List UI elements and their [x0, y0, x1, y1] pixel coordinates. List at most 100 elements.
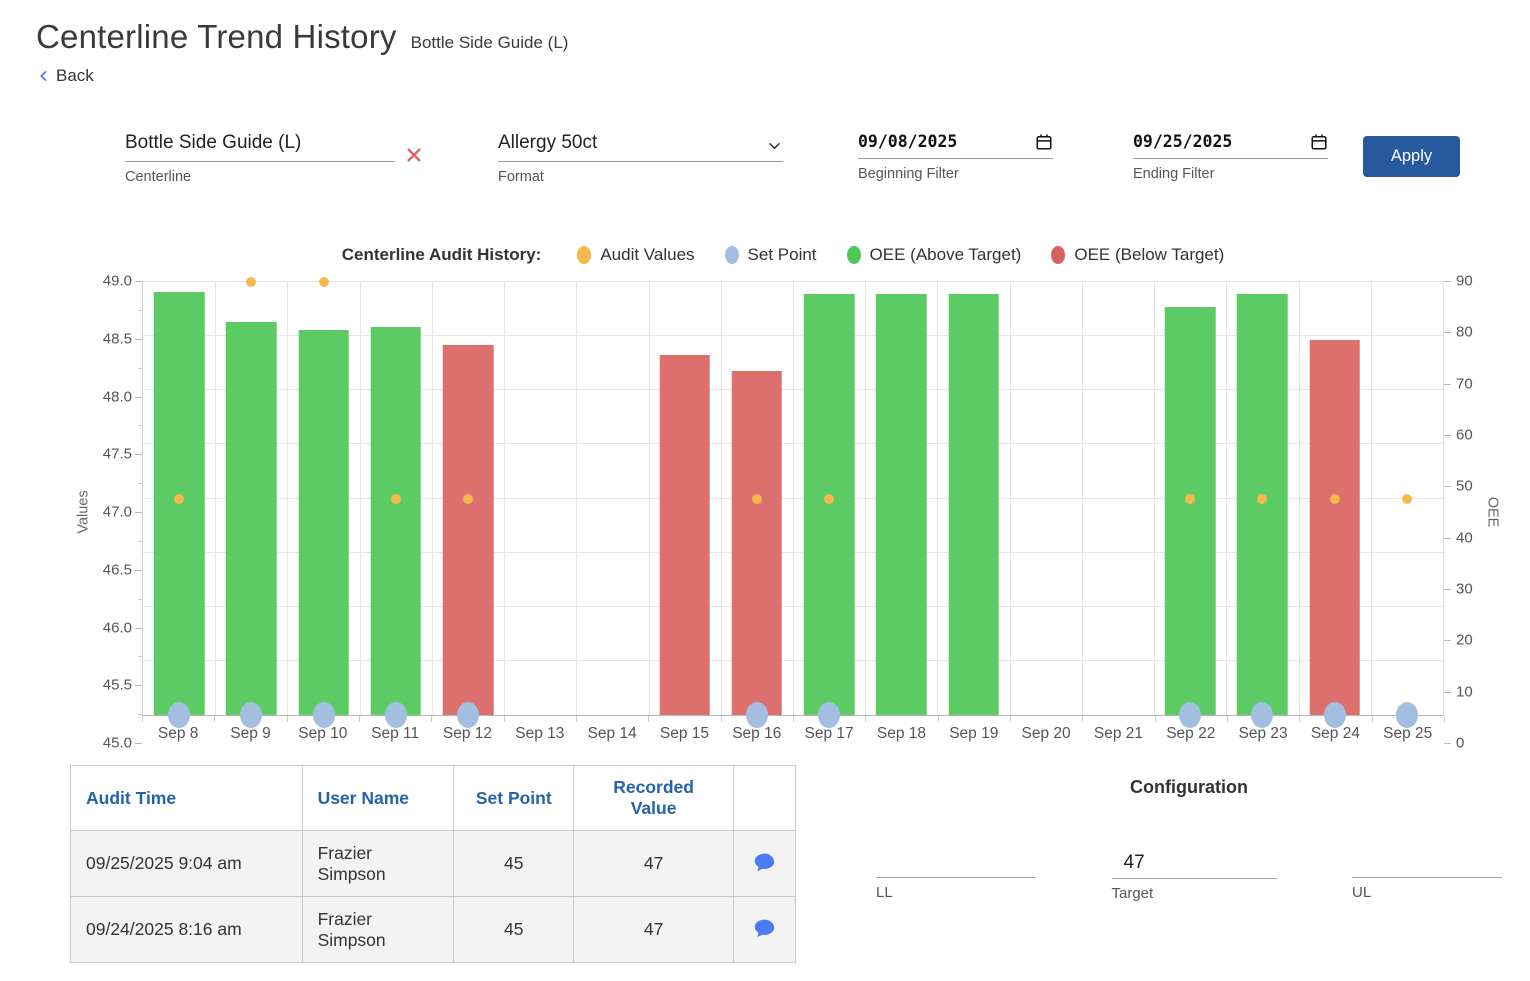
ll-input[interactable]	[876, 852, 1036, 878]
oee-bar-below-target	[731, 370, 783, 715]
x-axis-label: Sep 8	[157, 725, 199, 742]
oee-below-dot-icon	[1051, 246, 1066, 264]
bottom-section: Audit Time User Name Set Point Recorded …	[70, 765, 1502, 963]
x-axis-tickmark	[286, 716, 288, 722]
x-axis-tickmark	[1010, 716, 1011, 722]
target-label: Target	[1111, 885, 1154, 902]
left-axis-minor-tickmark	[138, 425, 142, 427]
gridline-vertical	[793, 282, 794, 715]
right-axis-tickmark	[1444, 434, 1451, 436]
centerline-field[interactable]: Bottle Side Guide (L) Centerline	[125, 132, 395, 185]
left-axis-minor-tickmark	[138, 540, 142, 542]
comment-icon[interactable]	[751, 916, 778, 944]
filter-bar: Bottle Side Guide (L) Centerline Allergy…	[125, 132, 1530, 185]
ending-filter-input[interactable]: 09/25/2025 Ending Filter	[1133, 132, 1328, 182]
x-axis-label: Sep 20	[1021, 725, 1071, 742]
right-axis-tickmark	[1444, 743, 1451, 744]
apply-button[interactable]: Apply	[1363, 136, 1460, 177]
gridline-vertical	[1226, 282, 1228, 715]
right-axis-tickmark	[1444, 332, 1451, 334]
audit-value-dot	[318, 277, 329, 287]
format-value: Allergy 50ct	[498, 132, 598, 153]
gridline-vertical	[215, 282, 217, 715]
x-axis-tickmark	[937, 716, 939, 722]
x-axis-tickmark	[214, 716, 216, 722]
page-subtitle: Bottle Side Guide (L)	[410, 33, 569, 52]
right-axis-tick-label: 60	[1456, 426, 1473, 444]
legend-item-oee-below: OEE (Below Target)	[1051, 245, 1224, 265]
clear-centerline-icon[interactable]	[405, 146, 423, 164]
legend-item-audit-values: Audit Values	[577, 245, 695, 265]
left-axis-tickmark	[135, 743, 142, 744]
x-axis-label: Sep 13	[515, 725, 565, 742]
right-axis-tick-label: 0	[1456, 734, 1465, 752]
gridline-vertical	[431, 282, 433, 715]
right-axis-tickmark	[1444, 281, 1451, 282]
header-set-point: Set Point	[453, 765, 575, 831]
configuration-title: Configuration	[1130, 777, 1248, 797]
chevron-down-icon	[768, 142, 781, 150]
x-axis-label: Sep 14	[587, 725, 637, 742]
right-axis: OEE 90 80 70 60 50 40 30 20 10 0	[1444, 273, 1502, 752]
beginning-filter-input[interactable]: 09/08/2025 Beginning Filter	[858, 132, 1053, 182]
chart-legend: Centerline Audit History: Audit Values S…	[36, 245, 1530, 265]
audit-value-dot	[1185, 493, 1196, 504]
ul-input[interactable]	[1352, 852, 1502, 878]
left-axis-minor-tickmark	[138, 367, 142, 369]
left-axis-minor-tickmark	[138, 483, 142, 485]
x-axis-tickmark	[1154, 716, 1156, 722]
ending-filter-value: 09/25/2025	[1133, 132, 1233, 151]
x-axis-label: Sep 22	[1166, 725, 1216, 742]
x-axis-label: Sep 23	[1238, 725, 1288, 742]
x-axis-label: Sep 24	[1310, 725, 1360, 742]
page-title: Centerline Trend History	[36, 18, 397, 55]
beginning-filter-value: 09/08/2025	[858, 132, 958, 151]
x-axis-label: Sep 12	[442, 725, 493, 742]
oee-bar-above-target	[803, 294, 855, 715]
right-axis-tickmark	[1444, 383, 1451, 385]
header-recorded-value: Recorded Value	[573, 765, 734, 831]
left-axis-tick-label: 49.0	[102, 272, 132, 290]
set-point-dot	[745, 702, 768, 728]
left-axis-tickmark	[135, 569, 142, 571]
format-select[interactable]: Allergy 50ct Format	[498, 132, 783, 185]
x-axis-tickmark	[720, 716, 722, 722]
ul-label: UL	[1352, 884, 1372, 901]
audit-value-dot	[1329, 493, 1340, 504]
gridline-vertical	[648, 282, 650, 715]
left-axis-tick-label: 47.0	[102, 503, 132, 521]
back-link[interactable]: Back	[36, 66, 126, 86]
cell-user-name: Frazier Simpson	[301, 830, 455, 897]
set-point-dot	[312, 702, 335, 728]
x-axis-tickmark	[142, 716, 143, 722]
header-audit-time: Audit Time	[70, 765, 303, 831]
calendar-icon[interactable]	[1035, 133, 1053, 151]
oee-bar-above-target	[298, 329, 349, 715]
gridline-vertical	[1081, 282, 1083, 715]
beginning-filter-label: Beginning Filter	[858, 166, 959, 182]
left-axis-tick-label: 46.5	[102, 561, 132, 579]
audit-value-dot	[824, 493, 835, 504]
audit-value-dot	[751, 493, 762, 504]
oee-bar-above-target	[370, 327, 422, 715]
format-label: Format	[498, 169, 544, 185]
target-input[interactable]: 47	[1111, 852, 1277, 879]
left-axis-tick-label: 47.5	[102, 445, 132, 463]
right-axis-tick-label: 40	[1456, 529, 1473, 547]
gridline-vertical	[1370, 282, 1372, 715]
cell-comment	[733, 830, 796, 897]
calendar-icon[interactable]	[1310, 133, 1328, 151]
x-axis-tickmark	[576, 716, 577, 722]
gridline-vertical	[865, 282, 867, 715]
left-axis-tickmark	[135, 281, 142, 282]
left-axis-tick-label: 48.0	[102, 388, 132, 405]
left-axis-minor-tickmark	[138, 714, 142, 716]
cell-comment	[733, 896, 796, 963]
centerline-label: Centerline	[125, 169, 192, 185]
gridline-vertical	[1298, 282, 1300, 715]
x-axis-label: Sep 25	[1383, 725, 1433, 742]
x-axis-label: Sep 19	[949, 725, 999, 742]
comment-icon[interactable]	[751, 850, 778, 878]
cell-audit-time: 09/25/2025 9:04 am	[70, 830, 303, 897]
left-axis-tick-label: 45.0	[102, 734, 132, 752]
